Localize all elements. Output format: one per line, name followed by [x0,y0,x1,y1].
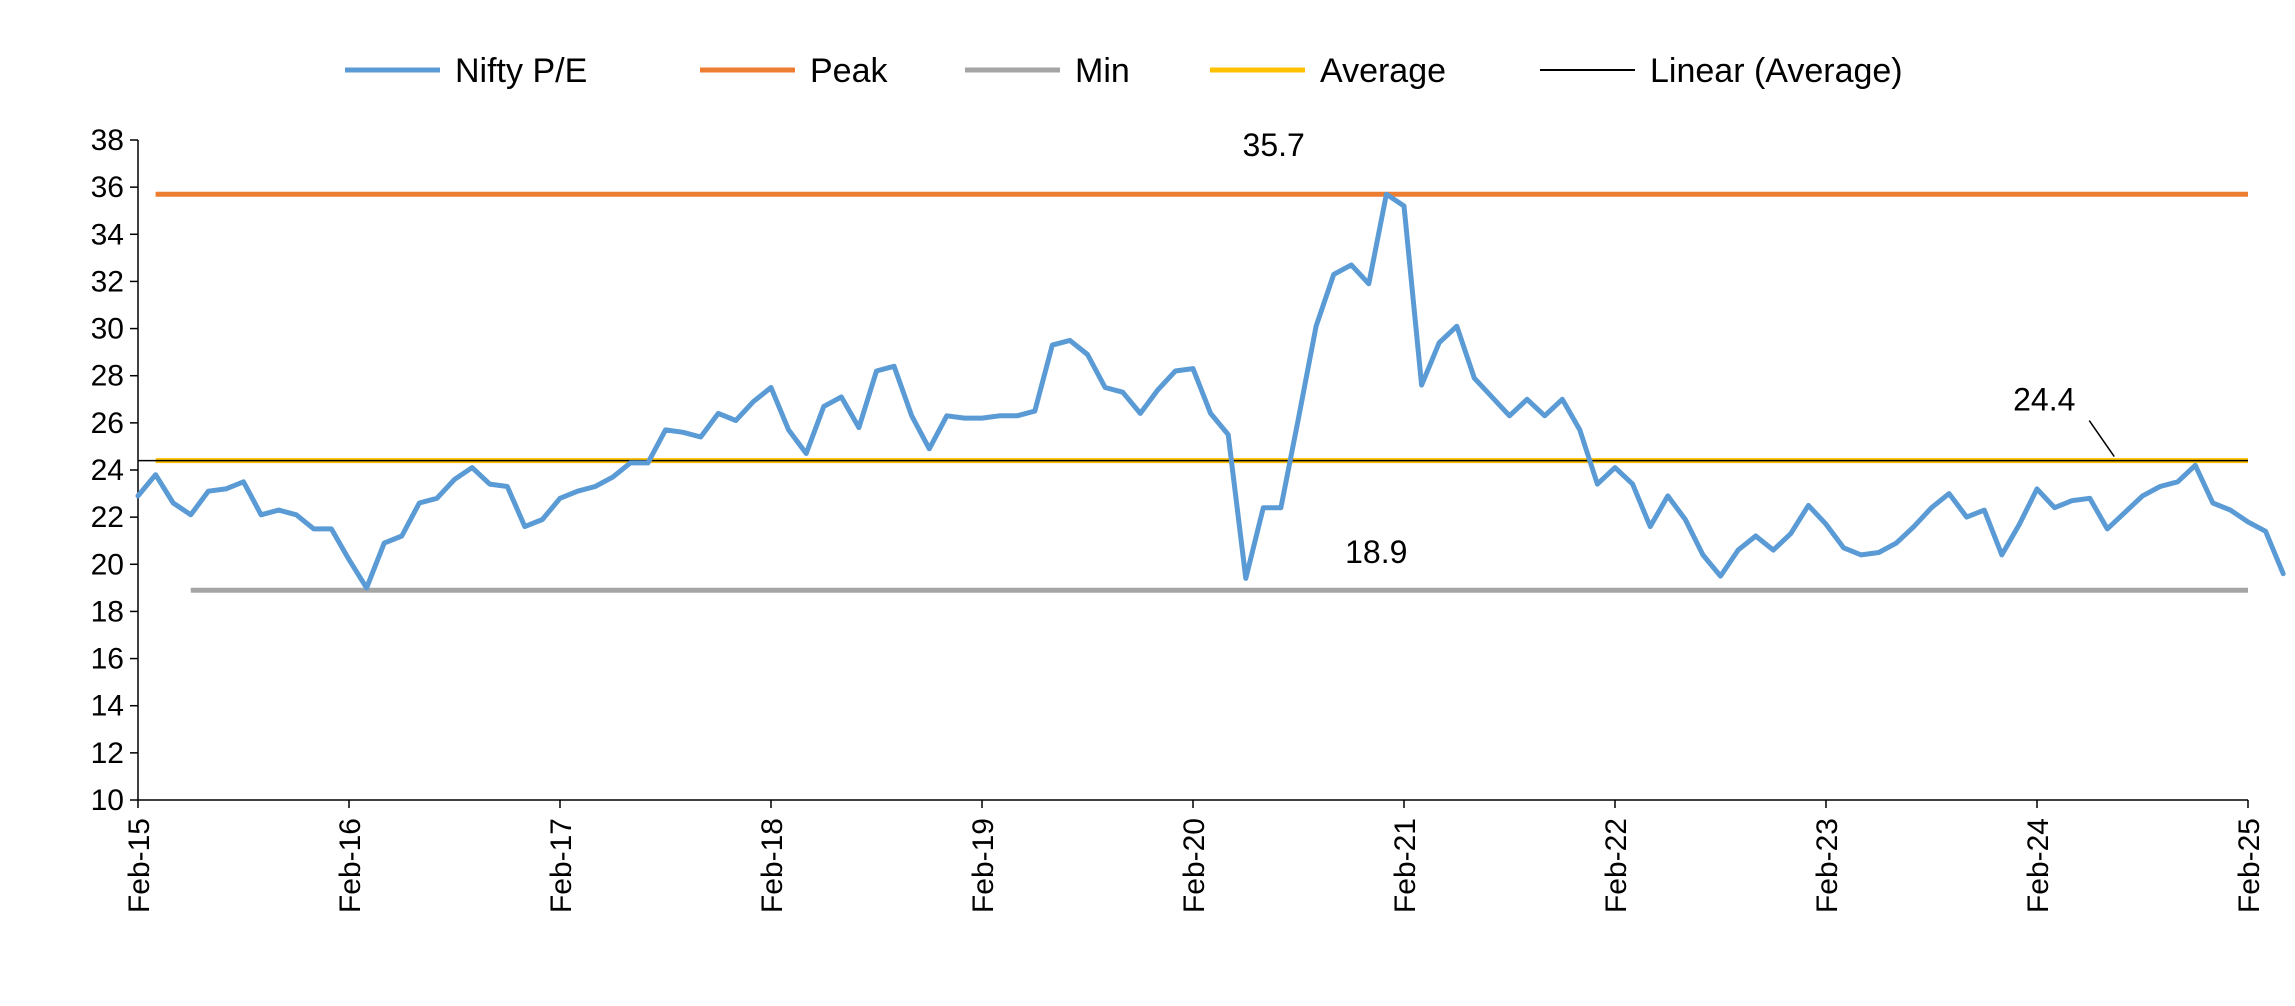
y-tick-label: 18 [91,595,124,628]
peak-value-label: 35.7 [1243,127,1305,163]
x-tick-label: Feb-23 [1811,818,1844,913]
x-tick-label: Feb-15 [123,818,156,913]
x-tick-label: Feb-19 [967,818,1000,913]
y-tick-label: 32 [91,265,124,298]
legend-label-peak: Peak [810,52,888,90]
legend-label-nifty-pe: Nifty P/E [455,52,587,90]
y-tick-label: 36 [91,171,124,204]
y-tick-label: 30 [91,313,124,346]
legend: Nifty P/E Peak Min Average Linear (Avera… [345,52,1903,90]
x-tick-label: Feb-18 [756,818,789,913]
y-tick-label: 16 [91,643,124,676]
legend-label-average: Average [1320,52,1446,90]
reference-lines [138,191,2248,593]
y-tick-label: 22 [91,501,124,534]
y-tick-label: 10 [91,784,124,817]
y-tick-label: 34 [91,218,124,251]
x-tick-label: Feb-24 [2022,818,2055,913]
min-value-label: 18.9 [1345,534,1407,570]
x-tick-label: Feb-22 [1600,818,1633,913]
x-tick-label: Feb-17 [545,818,578,913]
x-tick-label: Feb-16 [334,818,367,913]
y-tick-label: 26 [91,407,124,440]
x-tick-label: Feb-20 [1178,818,1211,913]
y-tick-label: 14 [91,690,124,723]
x-tick-label: Feb-21 [1389,818,1422,913]
y-tick-label: 28 [91,360,124,393]
legend-label-min: Min [1075,52,1130,90]
legend-label-linear-average: Linear (Average) [1650,52,1903,90]
y-tick-label: 12 [91,737,124,770]
axes: 10 12 14 16 18 20 22 24 26 28 30 32 34 36 38 Feb-15 Feb-… [91,124,2266,913]
average-value-label: 24.4 [2013,382,2075,418]
x-tick-label: Feb-25 [2233,818,2266,913]
nifty-pe-line [135,191,2286,591]
annotations: 35.7 24.4 18.9 [1243,127,2115,570]
y-tick-label: 24 [91,454,124,487]
average-label-leader [2088,420,2115,457]
y-tick-label: 38 [91,124,124,157]
y-tick-label: 20 [91,548,124,581]
series-layer [135,191,2286,591]
